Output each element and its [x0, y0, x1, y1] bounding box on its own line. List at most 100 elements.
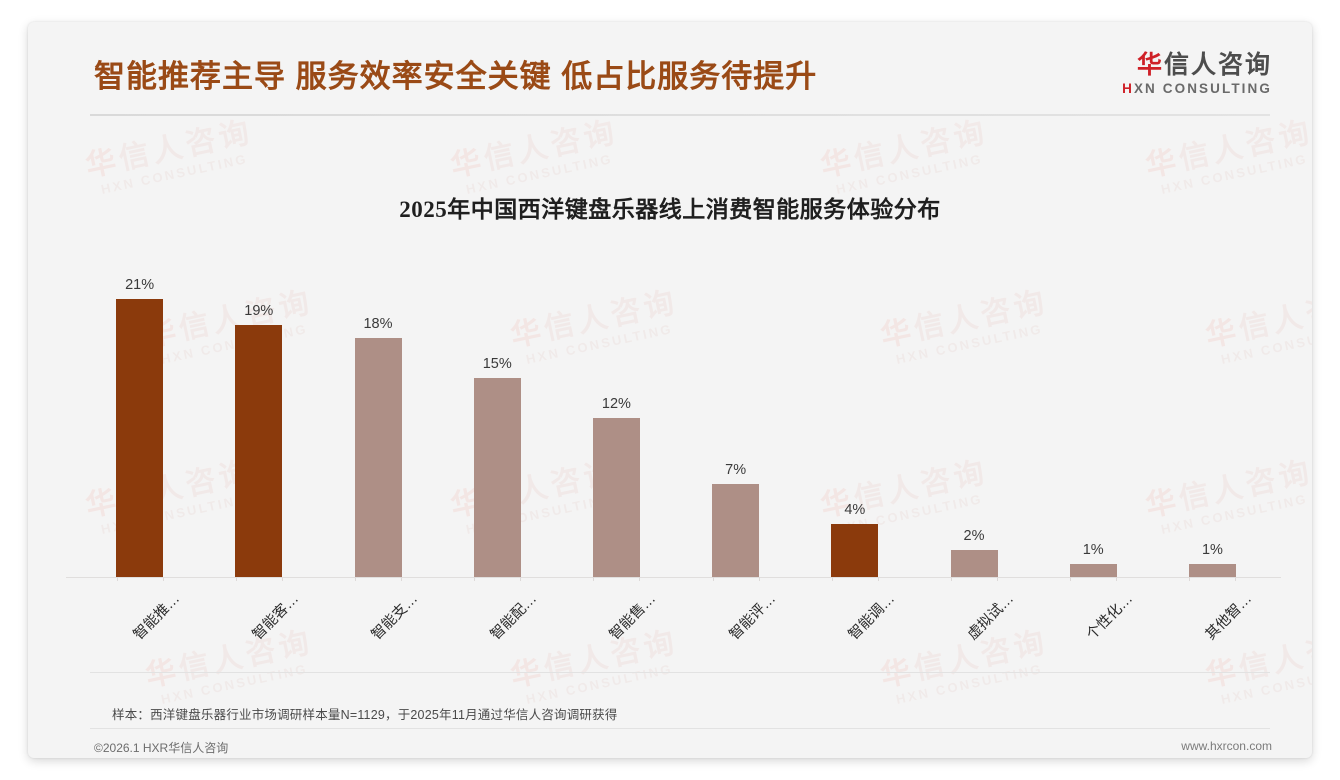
tick-mark — [355, 577, 356, 581]
bar[interactable] — [116, 298, 164, 577]
brand-logo: 华信人咨询 HXN CONSULTING — [1122, 52, 1272, 96]
tick-mark — [401, 577, 402, 581]
x-axis-label: 智能配… — [488, 590, 541, 644]
bar[interactable] — [235, 325, 283, 577]
tick-slot — [676, 577, 795, 582]
x-label-slot: 个性化… — [1034, 584, 1153, 674]
bar-group: 21% — [80, 272, 199, 577]
tick-slot — [318, 577, 437, 582]
logo-h-char: H — [1122, 81, 1134, 97]
tick-mark — [520, 577, 522, 581]
tick-slot — [795, 577, 914, 582]
x-axis-label: 智能推… — [130, 590, 183, 644]
tick-slot — [914, 577, 1033, 582]
sample-note: 样本：西洋键盘乐器行业市场调研样本量N=1129，于2025年11月通过华信人咨… — [112, 708, 618, 722]
bar-group: 18% — [318, 272, 437, 577]
tick-slot — [199, 577, 318, 582]
bar-value-label: 21% — [125, 276, 155, 293]
bar[interactable] — [712, 484, 760, 577]
chart-container: 2025年中国西洋键盘乐器线上消费智能服务体验分布 21% 19% 18% 15% 12… — [28, 122, 1312, 682]
bar-group: 15% — [438, 272, 557, 577]
x-label-slot: 智能支… — [318, 584, 437, 674]
x-axis-ticks — [80, 577, 1272, 582]
tick-mark — [474, 577, 476, 581]
x-axis-label: 其他智… — [1203, 590, 1256, 644]
tick-mark — [1189, 577, 1191, 581]
bar-value-label: 19% — [244, 303, 274, 320]
website-link[interactable]: www.hxrcon.com — [1181, 739, 1272, 753]
slide-header: 智能推荐主导 服务效率安全关键 低占比服务待提升 华信人咨询 HXN CONSU… — [28, 22, 1312, 122]
tick-mark — [1116, 577, 1118, 581]
tick-slot — [438, 577, 557, 582]
x-axis-label: 智能客… — [249, 590, 302, 644]
bar-group: 2% — [914, 272, 1033, 577]
bar-group: 1% — [1034, 272, 1153, 577]
x-label-slot: 智能推… — [80, 584, 199, 674]
bar-value-label: 7% — [725, 462, 747, 479]
bar-value-label: 2% — [963, 528, 985, 545]
bar[interactable] — [592, 417, 640, 577]
bar-value-label: 15% — [482, 356, 512, 373]
bar-value-label: 1% — [1201, 541, 1223, 558]
tick-mark — [235, 577, 237, 581]
tick-mark — [831, 577, 833, 581]
x-label-slot: 智能售… — [557, 584, 676, 674]
tick-mark — [639, 577, 641, 581]
logo-chinese-text: 华信人咨询 — [1122, 52, 1272, 78]
bar[interactable] — [1069, 563, 1117, 577]
bar-series: 21% 19% 18% 15% 12% 7% 4% 2% 1% 1% — [80, 272, 1272, 577]
bar-value-label: 1% — [1082, 541, 1104, 558]
tick-slot — [1153, 577, 1272, 582]
tick-slot — [80, 577, 199, 582]
footer-divider — [90, 728, 1270, 729]
chart-title: 2025年中国西洋键盘乐器线上消费智能服务体验分布 — [399, 197, 941, 222]
bar[interactable] — [473, 378, 521, 577]
x-axis-label: 虚拟试… — [964, 590, 1018, 644]
logo-cn-rest: 信人咨询 — [1163, 51, 1272, 79]
x-label-slot: 智能客… — [199, 584, 318, 674]
tick-slot — [1034, 577, 1153, 582]
slide-footer: ©2026.1 HXR华信人咨询 www.hxrcon.com — [28, 736, 1312, 758]
x-label-slot: 智能配… — [438, 584, 557, 674]
x-axis-label: 智能调… — [845, 590, 898, 644]
x-label-slot: 智能调… — [795, 584, 914, 674]
x-label-slot: 其他智… — [1153, 584, 1272, 674]
bar[interactable] — [1188, 563, 1236, 577]
x-axis-label: 智能售… — [607, 590, 660, 644]
bar[interactable] — [950, 550, 998, 577]
tick-mark — [1235, 577, 1237, 581]
bar-chart-plot: 21% 19% 18% 15% 12% 7% 4% 2% 1% 1% — [80, 272, 1272, 577]
bar-group: 12% — [557, 272, 676, 577]
bar-group: 4% — [795, 272, 914, 577]
x-label-slot: 虚拟试… — [914, 584, 1033, 674]
tick-mark — [281, 577, 283, 581]
logo-english-text: HXN CONSULTING — [1122, 81, 1272, 96]
bar-value-label: 4% — [844, 501, 866, 518]
note-divider — [90, 672, 1270, 673]
tick-mark — [162, 577, 164, 581]
x-axis-label: 智能支… — [368, 590, 422, 644]
x-axis-label: 个性化… — [1084, 590, 1137, 644]
x-axis-label: 智能评… — [726, 590, 779, 644]
tick-mark — [116, 577, 118, 581]
header-divider — [90, 114, 1270, 116]
tick-mark — [877, 577, 879, 581]
tick-mark — [712, 577, 714, 581]
bar[interactable] — [354, 338, 402, 577]
tick-slot — [557, 577, 676, 582]
tick-mark — [1070, 577, 1072, 581]
bar-group: 1% — [1153, 272, 1272, 577]
tick-mark — [951, 577, 953, 581]
bar-group: 7% — [676, 272, 795, 577]
tick-mark — [758, 577, 760, 581]
bar[interactable] — [831, 523, 879, 577]
slide-card: 华信人咨询 HXN CONSULTING 华信人咨询 HXN CONSULTING 华信… — [28, 22, 1312, 758]
tick-mark — [997, 577, 999, 581]
bar-value-label: 18% — [363, 316, 393, 333]
tick-mark — [593, 577, 595, 581]
logo-en-rest: XN CONSULTING — [1133, 81, 1272, 97]
copyright-text: ©2026.1 HXR华信人咨询 — [94, 741, 229, 755]
logo-hua-char: 华 — [1136, 51, 1164, 79]
page-title: 智能推荐主导 服务效率安全关键 低占比服务待提升 — [94, 59, 818, 94]
x-label-slot: 智能评… — [676, 584, 795, 674]
